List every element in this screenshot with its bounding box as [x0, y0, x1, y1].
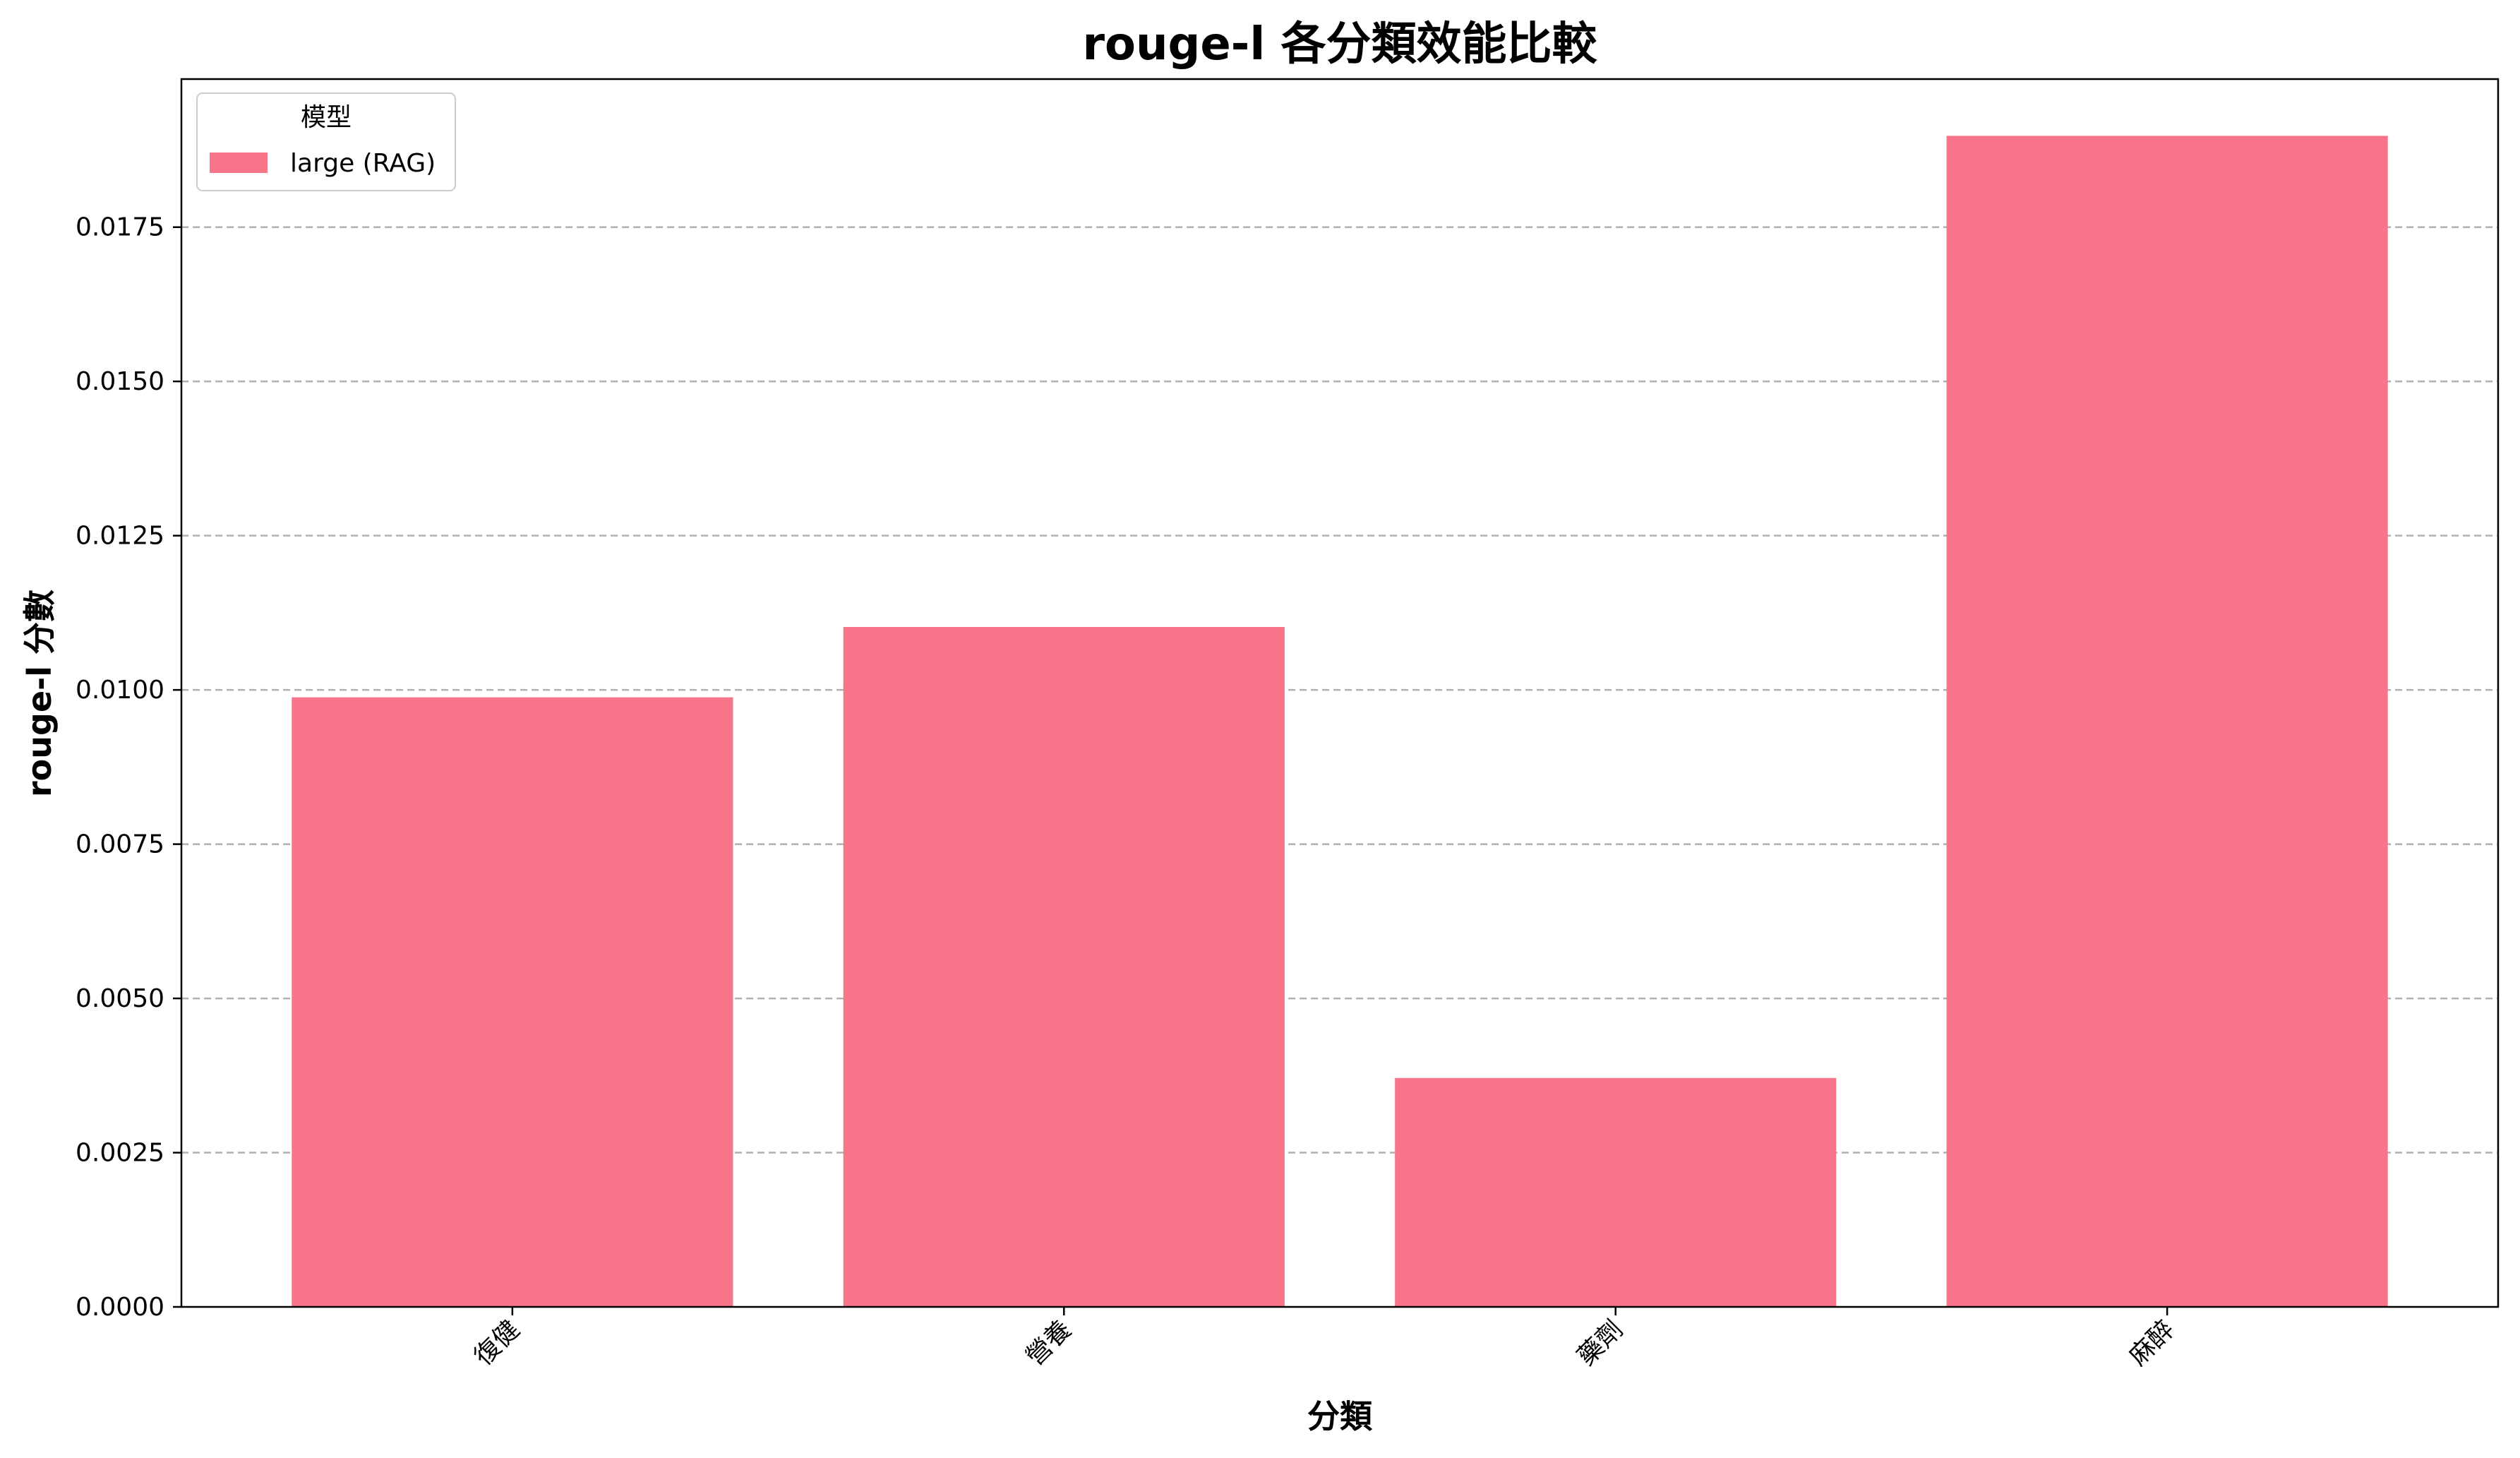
bar: [1395, 1077, 1837, 1307]
legend-title: 模型: [301, 103, 352, 132]
y-tick-label: 0.0025: [76, 1139, 164, 1168]
bar: [292, 697, 733, 1307]
bar: [843, 626, 1285, 1307]
legend-entry-label: large (RAG): [290, 149, 436, 178]
y-axis-ticks: 0.0000 0.0025 0.0050 0.0075 0.0100 0.0125 0.01…: [76, 213, 181, 1322]
y-tick-label: 0.0150: [76, 367, 164, 396]
x-tick-label: 營養: [1021, 1315, 1077, 1371]
bar: [1946, 136, 2388, 1307]
x-axis-ticks: 復健 營養 藥劑 麻醉: [469, 1307, 2180, 1371]
y-tick-label: 0.0100: [76, 676, 164, 705]
y-tick-label: 0.0050: [76, 984, 164, 1013]
y-axis-label: rouge-l 分數: [20, 590, 59, 797]
bars: [292, 136, 2388, 1307]
x-tick-label: 復健: [469, 1315, 525, 1371]
y-tick-label: 0.0000: [76, 1293, 164, 1322]
legend: 模型 large (RAG): [196, 92, 456, 191]
y-tick-label: 0.0175: [76, 213, 164, 242]
y-tick-label: 0.0125: [76, 522, 164, 551]
x-axis-label: 分類: [1307, 1397, 1373, 1435]
x-tick-label: 麻醉: [2124, 1315, 2180, 1371]
y-tick-label: 0.0075: [76, 830, 164, 859]
x-tick-label: 藥劑: [1572, 1315, 1628, 1371]
plot-frame: [180, 78, 2500, 1308]
legend-swatch: [210, 153, 268, 173]
chart-title: rouge-l 各分類效能比較: [1082, 18, 1597, 71]
